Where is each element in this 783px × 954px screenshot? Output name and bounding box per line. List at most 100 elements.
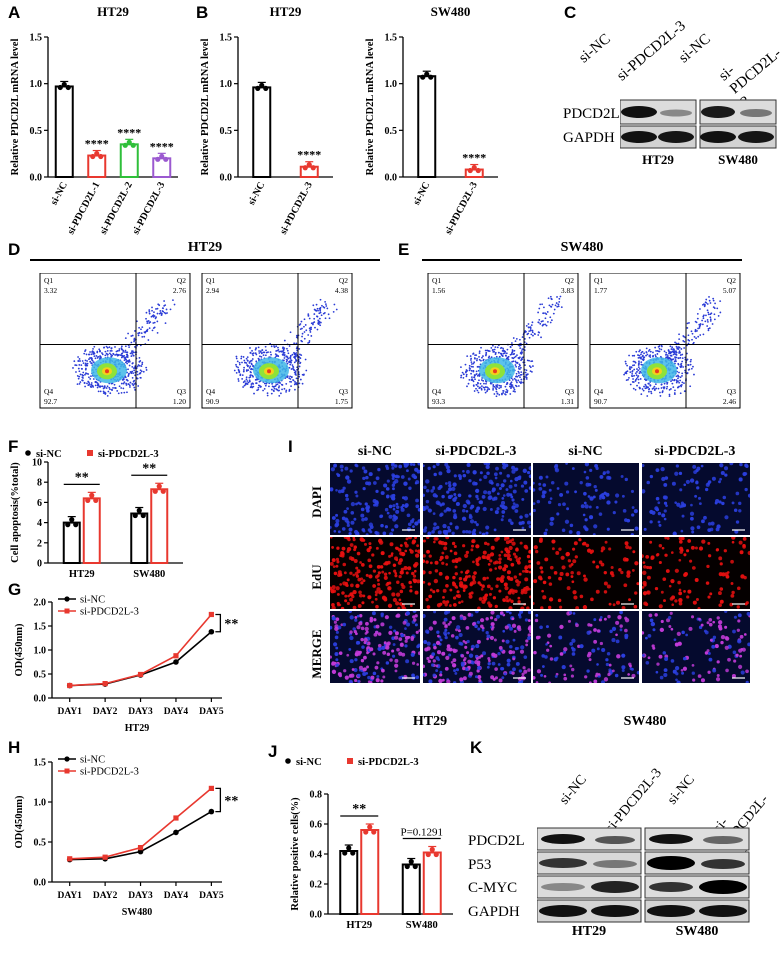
flow-event (665, 351, 668, 354)
flow-event (696, 317, 699, 320)
flow-event (639, 378, 642, 380)
flow-event (288, 345, 291, 347)
micro-cell (712, 668, 717, 673)
flow-event (104, 392, 107, 395)
micro-cell (698, 546, 704, 551)
legend-marker (87, 450, 93, 456)
micro-cell (626, 518, 631, 523)
flow-event (529, 370, 532, 372)
micro-cell (466, 639, 470, 644)
flow-event (90, 362, 93, 365)
flow-event (307, 334, 310, 336)
flow-event (275, 345, 278, 348)
flow-event (659, 391, 661, 394)
micro-cell (355, 502, 358, 506)
micro-cell (366, 651, 369, 655)
flow-event (245, 376, 248, 379)
flow-event (525, 376, 528, 379)
flow-event (77, 356, 79, 358)
flow-event (86, 362, 89, 365)
flow-event (675, 375, 678, 378)
micro-cell (502, 479, 507, 483)
flow-event (278, 395, 281, 397)
micro-cell (481, 584, 485, 588)
micro-cell (371, 600, 374, 604)
flow-density (493, 369, 497, 374)
micro-cell (478, 597, 483, 601)
flow-event (289, 380, 291, 383)
flow-event (106, 346, 109, 349)
micro-cell (470, 644, 475, 649)
micro-cell (582, 605, 588, 609)
significance-mark: ** (75, 470, 89, 485)
micro-cell (615, 600, 621, 605)
flow-event (637, 364, 640, 366)
micro-cell (533, 508, 536, 513)
micro-cell (712, 620, 716, 624)
micro-cell (508, 611, 512, 615)
x-tick-label: DAY1 (57, 891, 82, 901)
flow-event (140, 370, 143, 373)
quadrant-q2-value: 5.07 (723, 286, 736, 295)
micro-cell (426, 646, 431, 651)
micro-cell (496, 614, 500, 619)
micro-cell (423, 539, 426, 543)
micro-cell (680, 529, 684, 533)
flow-event (319, 298, 322, 301)
flow-event (493, 348, 496, 351)
flow-event (642, 389, 645, 392)
flow-event (127, 373, 130, 376)
micro-cell (595, 589, 600, 594)
panel-label-k: K (470, 738, 483, 757)
micro-cell (394, 658, 399, 663)
micro-cell (498, 554, 502, 557)
micro-cell (584, 463, 590, 467)
flow-event (665, 387, 668, 390)
data-point (208, 808, 215, 815)
flow-event (84, 373, 86, 376)
micro-cell (481, 555, 486, 559)
flow-event (514, 340, 517, 343)
micro-cell (718, 480, 721, 484)
flow-event (317, 309, 319, 312)
micro-cell (368, 522, 374, 527)
flow-event (263, 388, 266, 390)
micro-cell (414, 537, 418, 540)
flow-event (248, 362, 251, 364)
flow-event (690, 330, 693, 333)
flow-event (140, 365, 143, 367)
flow-event (102, 387, 105, 390)
flow-event (703, 314, 705, 317)
flow-event (298, 375, 301, 378)
micro-cell (394, 635, 399, 640)
micro-cell (426, 641, 431, 646)
micro-cell (533, 488, 536, 492)
micro-cell (456, 625, 461, 630)
micro-cell (486, 556, 491, 561)
flow-event (254, 348, 257, 351)
flow-event (706, 319, 709, 321)
micro-cell (593, 628, 597, 632)
x-tick-label: HT29 (69, 569, 95, 580)
micro-cell (438, 571, 443, 576)
flow-event (235, 365, 238, 368)
micro-cell (609, 629, 613, 634)
micro-cell (695, 480, 699, 485)
micro-col-2: si-PDCD2L-3 (435, 444, 517, 459)
micro-cell (380, 614, 384, 618)
micro-cell (476, 639, 481, 644)
flow-event (146, 328, 149, 331)
micro-cell (335, 617, 340, 622)
flow-event (78, 358, 81, 360)
flow-event (491, 349, 494, 351)
micro-cell (740, 670, 745, 675)
micro-cell (374, 593, 378, 597)
micro-cell (395, 502, 399, 506)
micro-cell (447, 622, 451, 626)
flow-event (709, 318, 712, 321)
flow-event (495, 395, 498, 398)
flow-event (499, 347, 502, 350)
flow-event (476, 365, 479, 368)
micro-cell (527, 636, 531, 641)
micro-cell (353, 559, 358, 564)
